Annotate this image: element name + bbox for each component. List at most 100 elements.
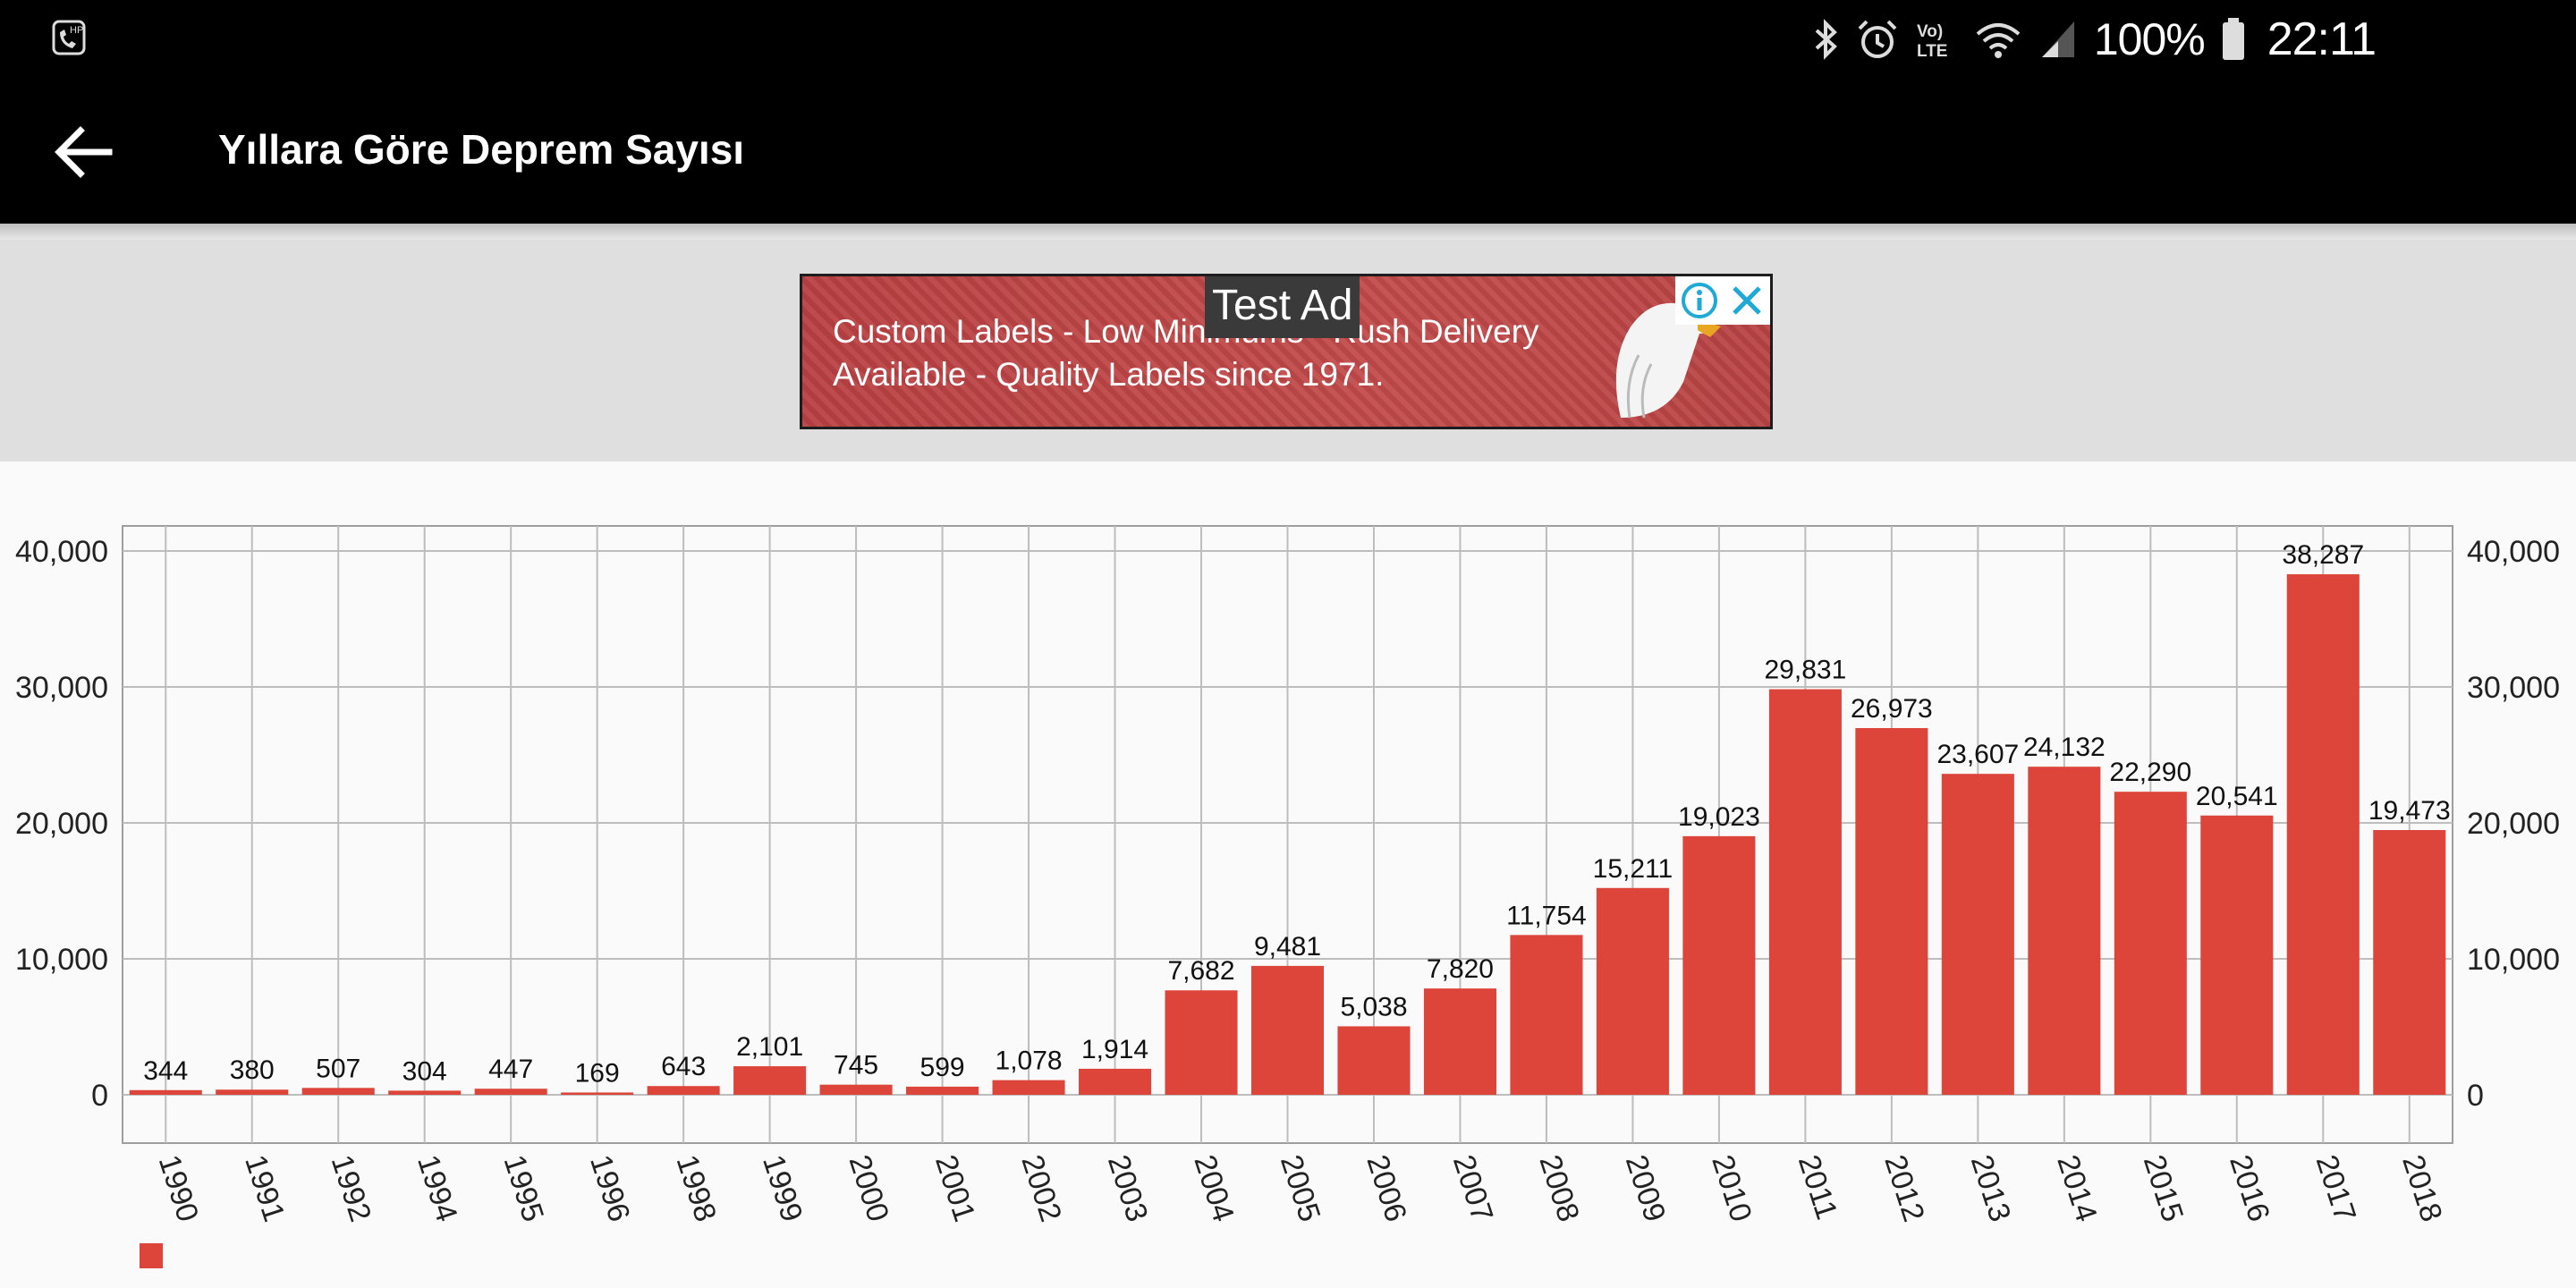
bar: [216, 1089, 289, 1095]
x-tick-label: 1996: [583, 1151, 637, 1226]
bar-value-label: 344: [143, 1056, 188, 1086]
y-tick-label-left: 20,000: [15, 807, 108, 841]
svg-text:LTE: LTE: [1917, 42, 1947, 61]
ad-text: Custom Labels - Low Minimums - Rush Deli…: [833, 313, 1539, 393]
bar-value-label: 20,541: [2196, 782, 2278, 811]
x-tick-label: 2011: [1792, 1151, 1844, 1224]
bar: [388, 1090, 462, 1095]
x-tick-label: 2010: [1705, 1151, 1758, 1226]
bar: [992, 1080, 1065, 1095]
bar: [561, 1092, 634, 1095]
alarm-icon: [1858, 20, 1897, 58]
x-tick-label: 2000: [842, 1151, 895, 1226]
bar: [1337, 1026, 1411, 1095]
bar: [647, 1086, 720, 1095]
status-bar: HP Vo) LTE 100% 22:11: [0, 0, 2576, 79]
x-tick-label: 2002: [1014, 1151, 1068, 1226]
ad-controls: [1675, 276, 1770, 325]
bar: [1855, 728, 1928, 1095]
svg-text:HP: HP: [70, 25, 83, 36]
earthquake-count-chart: 0 0 10,000 10,000 20,000 20,000 30,000 30,000 40…: [0, 462, 2576, 1288]
bar: [474, 1089, 547, 1095]
x-tick-label: 1999: [756, 1151, 809, 1226]
bar-value-label: 1,914: [1081, 1035, 1148, 1064]
bar: [819, 1084, 893, 1095]
x-tick-label: 2003: [1101, 1151, 1155, 1226]
bar-value-label: 5,038: [1340, 992, 1407, 1021]
bar-value-label: 599: [920, 1053, 965, 1082]
x-tick-label: 2009: [1619, 1151, 1673, 1226]
y-tick-label-right: 10,000: [2467, 943, 2560, 977]
bar-value-label: 15,211: [1593, 854, 1674, 884]
x-tick-label: 2014: [2050, 1151, 2104, 1226]
x-tick-label: 1998: [670, 1151, 724, 1226]
bar-value-label: 19,023: [1678, 802, 1760, 832]
bar: [129, 1089, 202, 1095]
legend-swatch: [140, 1243, 163, 1268]
x-tick-label: 1994: [411, 1151, 464, 1226]
y-tick-label-right: 30,000: [2467, 671, 2560, 705]
bar-value-label: 29,831: [1765, 656, 1847, 685]
bar-value-label: 11,754: [1506, 901, 1587, 930]
wifi-icon: [1976, 23, 2021, 58]
y-tick-label-left: 40,000: [15, 535, 108, 569]
bar-value-label: 23,607: [1936, 740, 2019, 769]
ad-banner[interactable]: Custom Labels - Low Minimums - Rush Deli…: [800, 274, 1773, 429]
bar: [1941, 774, 2014, 1095]
bar: [1165, 990, 1238, 1095]
bar: [1250, 965, 1325, 1095]
bar-value-label: 9,481: [1254, 932, 1321, 962]
x-tick-label: 2015: [2137, 1151, 2190, 1226]
x-tick-label: 1991: [238, 1151, 292, 1226]
bar: [1768, 689, 1842, 1095]
bar-value-label: 38,287: [2282, 540, 2364, 570]
x-tick-label: 2013: [1964, 1151, 2018, 1226]
bar: [1423, 988, 1496, 1095]
signal-icon: [2041, 21, 2074, 57]
bar-value-label: 169: [575, 1058, 620, 1088]
bar: [2028, 767, 2101, 1095]
x-tick-label: 1992: [325, 1151, 378, 1226]
bar: [1596, 887, 1669, 1095]
bar-value-label: 26,973: [1851, 694, 1933, 724]
x-tick-label: 2005: [1274, 1151, 1327, 1226]
bar-value-label: 19,473: [2368, 796, 2451, 826]
bar-value-label: 2,101: [736, 1032, 803, 1062]
info-icon[interactable]: [1680, 281, 1719, 320]
bar-value-label: 22,290: [2109, 758, 2191, 787]
ad-band: Custom Labels - Low Minimums - Rush Deli…: [0, 240, 2576, 462]
bar: [2200, 815, 2274, 1095]
x-tick-label: 2017: [2309, 1151, 2363, 1226]
bar: [1510, 935, 1583, 1095]
bar: [2114, 792, 2187, 1095]
x-tick-label: 1995: [497, 1151, 551, 1226]
svg-text:Vo): Vo): [1917, 22, 1943, 41]
bar: [2286, 574, 2360, 1095]
bar-chart: 0 0 10,000 10,000 20,000 20,000 30,000 30,000 40…: [15, 525, 2560, 1268]
bluetooth-icon: [1815, 19, 1837, 60]
status-icons: Vo) LTE 100% 22:11: [1813, 11, 2377, 68]
y-tick-label-right: 40,000: [2467, 535, 2560, 569]
bar: [733, 1066, 807, 1095]
bar: [1079, 1068, 1152, 1095]
y-tick-label-left: 30,000: [15, 671, 108, 705]
y-tick-label-right: 20,000: [2467, 807, 2560, 841]
bar: [2373, 830, 2446, 1095]
battery-percent: 100%: [2093, 14, 2206, 64]
bar-value-label: 304: [402, 1056, 447, 1086]
call-icon: HP: [52, 20, 86, 55]
close-icon[interactable]: [1727, 281, 1767, 320]
y-tick-label-left: 10,000: [15, 943, 108, 977]
bar-value-label: 643: [661, 1052, 706, 1081]
bar-value-label: 7,682: [1167, 956, 1234, 986]
x-tick-label: 2018: [2395, 1151, 2449, 1226]
x-tick-label: 2016: [2223, 1151, 2276, 1226]
x-tick-label: 2008: [1532, 1151, 1586, 1226]
x-tick-label: 2006: [1360, 1151, 1413, 1226]
page-title: Yıllara Göre Deprem Sayısı: [218, 126, 745, 173]
bar-value-label: 380: [230, 1055, 275, 1085]
volte-icon: Vo) LTE: [1917, 22, 1947, 61]
arrow-back-icon[interactable]: [50, 118, 118, 186]
bar: [1682, 835, 1756, 1095]
ad-label: Test Ad: [1205, 276, 1360, 338]
